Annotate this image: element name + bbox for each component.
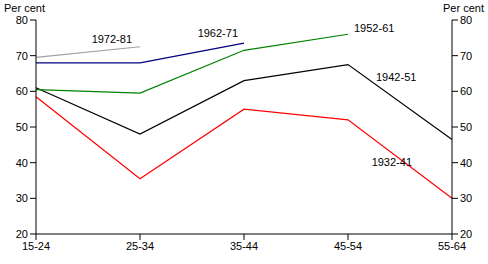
html-text:Per cent: Per cent [4, 2, 45, 14]
svg-text:25-34: 25-34 [126, 240, 154, 252]
svg-text:1932-41: 1932-41 [372, 156, 412, 168]
svg-text:60: 60 [16, 85, 28, 97]
svg-text:35-44: 35-44 [230, 240, 258, 252]
svg-text:60: 60 [460, 85, 472, 97]
svg-text:45-54: 45-54 [334, 240, 362, 252]
svg-text:1942-51: 1942-51 [376, 71, 416, 83]
svg-text:55-64: 55-64 [438, 240, 466, 252]
svg-text:70: 70 [460, 50, 472, 62]
svg-text:20: 20 [16, 228, 28, 240]
svg-text:30: 30 [16, 192, 28, 204]
svg-text:50: 50 [460, 121, 472, 133]
svg-text:1962-71: 1962-71 [198, 27, 238, 39]
svg-text:40: 40 [460, 157, 472, 169]
svg-text:80: 80 [460, 14, 472, 26]
svg-text:1952-61: 1952-61 [354, 22, 394, 34]
svg-text:1972-81: 1972-81 [92, 33, 132, 45]
svg-text:40: 40 [16, 157, 28, 169]
svg-text:80: 80 [16, 14, 28, 26]
svg-text:20: 20 [460, 228, 472, 240]
svg-text:30: 30 [460, 192, 472, 204]
html-text:Per cent: Per cent [443, 2, 484, 14]
svg-text:70: 70 [16, 50, 28, 62]
svg-text:50: 50 [16, 121, 28, 133]
svg-text:15-24: 15-24 [22, 240, 50, 252]
